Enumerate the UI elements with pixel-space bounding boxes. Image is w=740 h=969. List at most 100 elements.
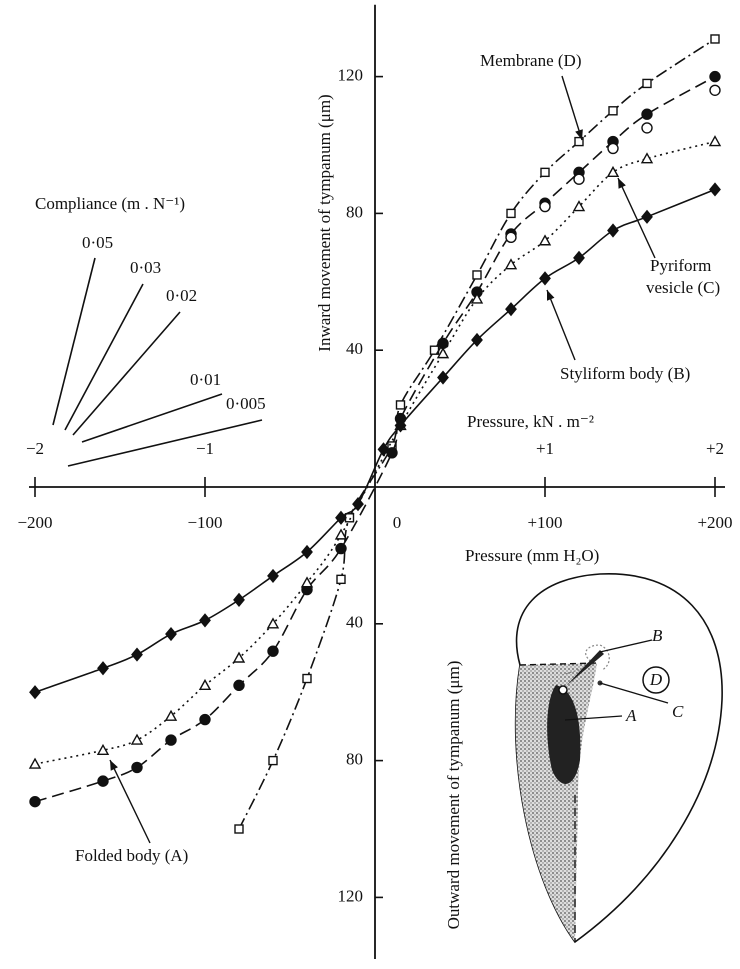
y-tick-label: 120	[338, 886, 364, 905]
arrow-head	[575, 129, 583, 140]
y-tick-label: 40	[346, 339, 363, 358]
marker-triangle	[232, 651, 246, 663]
marker-diamond	[301, 544, 313, 560]
y-tick-label: 80	[346, 202, 363, 221]
marker-diamond	[267, 568, 279, 584]
marker-diamond	[335, 510, 347, 525]
compliance-line	[72, 311, 181, 436]
compliance-fan	[52, 257, 263, 467]
marker-circle	[386, 447, 398, 459]
marker-triangle	[470, 292, 484, 304]
marker-diamond	[607, 223, 619, 238]
marker-square	[608, 106, 618, 116]
marker-diamond	[377, 442, 390, 457]
marker-triangle	[334, 528, 348, 540]
series-annotation: Folded body (A)	[75, 846, 188, 865]
arrow-head	[547, 290, 555, 301]
series-annotation: Membrane (D)	[480, 51, 582, 70]
marker-diamond	[641, 209, 653, 224]
annotation-arrow	[546, 289, 576, 361]
compliance-label: 0·02	[166, 286, 197, 305]
marker-triangle	[504, 258, 518, 270]
inset-label: D	[649, 670, 663, 689]
marker-square	[642, 78, 652, 89]
compliance-label: 0·05	[82, 233, 113, 252]
y-axis-title: Inward movement of tympanum (μm)	[315, 94, 334, 351]
inset-label: C	[672, 702, 684, 721]
arrow-head	[110, 760, 118, 771]
marker-diamond	[199, 613, 211, 628]
y-axis-title-lower: Outward movement of tympanum (μm)	[444, 661, 463, 930]
compliance-label: 0·01	[190, 370, 221, 389]
x-tick-label: −200	[17, 513, 52, 532]
marker-circle	[641, 122, 653, 134]
x2-axis-title: Pressure, kN . m⁻²	[467, 412, 594, 431]
marker-diamond	[437, 370, 449, 385]
annotation-arrow	[561, 75, 583, 141]
marker-diamond	[29, 685, 41, 700]
marker-circle	[641, 108, 653, 120]
y-tick-label: 80	[346, 750, 363, 769]
marker-triangle	[640, 152, 654, 164]
inset-diagram: B C D A	[514, 573, 723, 944]
marker-triangle	[266, 617, 280, 629]
y-tick-label: 120	[338, 66, 364, 85]
marker-triangle	[130, 733, 144, 745]
marker-circle	[199, 713, 211, 726]
inset-label: B	[652, 626, 663, 645]
compliance-line	[81, 393, 223, 443]
x-tick-label: +100	[527, 513, 562, 532]
marker-triangle	[538, 234, 552, 246]
marker-diamond	[539, 271, 551, 286]
series-annotation: Styliform body (B)	[560, 364, 690, 383]
compliance-line	[64, 283, 144, 431]
marker-triangle	[572, 200, 586, 212]
annotation-arrow	[617, 177, 656, 259]
marker-triangle	[198, 678, 212, 691]
marker-circle	[233, 679, 245, 692]
marker-triangle	[96, 743, 110, 756]
marker-circle	[709, 84, 721, 96]
annotation-arrow	[109, 759, 151, 844]
marker-circle	[97, 775, 109, 787]
marker-diamond	[233, 592, 245, 607]
series-annotation: Pyriform vesicle (C)	[646, 256, 720, 297]
marker-diamond	[97, 661, 109, 676]
series-line	[238, 38, 716, 830]
marker-circle	[437, 337, 449, 350]
marker-triangle	[300, 576, 314, 588]
marker-circle	[709, 70, 721, 83]
marker-triangle	[436, 347, 450, 359]
marker-square	[710, 34, 720, 44]
marker-diamond	[131, 647, 143, 662]
x-tick-label: −100	[187, 513, 222, 532]
compliance-title: Compliance (m . N⁻¹)	[35, 194, 185, 213]
marker-circle	[165, 734, 177, 746]
marker-diamond	[505, 302, 517, 317]
marker-square	[234, 824, 244, 834]
marker-square	[506, 208, 516, 219]
marker-square	[336, 574, 346, 585]
compliance-label: 0·005	[226, 394, 266, 413]
marker-square	[395, 400, 406, 410]
marker-square	[472, 270, 482, 280]
x2-tick-label: +1	[536, 439, 554, 458]
compliance-line	[52, 257, 96, 426]
y-tick-label: 40	[346, 613, 363, 632]
marker-square	[540, 167, 550, 178]
x2-tick-label: −1	[196, 439, 214, 458]
marker-square	[268, 755, 278, 766]
marker-triangle	[606, 165, 620, 178]
marker-diamond	[352, 497, 364, 512]
x-axis-title: Pressure (mm H₂O)	[465, 546, 599, 565]
marker-diamond	[471, 332, 483, 348]
marker-circle	[607, 142, 619, 155]
marker-diamond	[394, 418, 407, 433]
x-tick-label: +200	[697, 513, 732, 532]
marker-square	[302, 673, 312, 684]
marker-circle	[573, 173, 585, 185]
marker-circle	[131, 761, 143, 774]
marker-diamond	[709, 182, 721, 197]
marker-triangle	[164, 709, 178, 721]
